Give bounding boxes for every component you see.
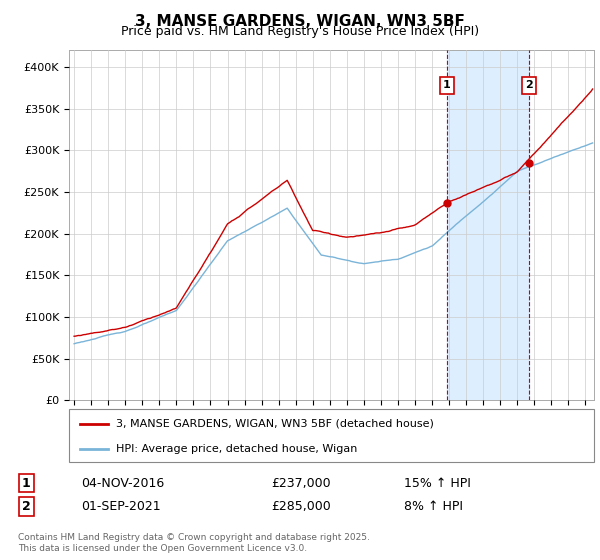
Text: 1: 1: [443, 81, 451, 90]
Text: Contains HM Land Registry data © Crown copyright and database right 2025.
This d: Contains HM Land Registry data © Crown c…: [18, 533, 370, 553]
Text: 8% ↑ HPI: 8% ↑ HPI: [404, 500, 463, 513]
Text: 04-NOV-2016: 04-NOV-2016: [81, 477, 164, 490]
Text: 15% ↑ HPI: 15% ↑ HPI: [404, 477, 470, 490]
Text: Price paid vs. HM Land Registry's House Price Index (HPI): Price paid vs. HM Land Registry's House …: [121, 25, 479, 38]
Text: 1: 1: [22, 477, 31, 490]
Text: £237,000: £237,000: [271, 477, 331, 490]
Bar: [446, 50, 529, 400]
Text: 01-SEP-2021: 01-SEP-2021: [81, 500, 161, 513]
Text: 2: 2: [22, 500, 31, 513]
Text: 2: 2: [525, 81, 533, 90]
Text: £285,000: £285,000: [271, 500, 331, 513]
Text: 3, MANSE GARDENS, WIGAN, WN3 5BF (detached house): 3, MANSE GARDENS, WIGAN, WN3 5BF (detach…: [116, 419, 434, 429]
Text: 3, MANSE GARDENS, WIGAN, WN3 5BF: 3, MANSE GARDENS, WIGAN, WN3 5BF: [135, 14, 465, 29]
Text: HPI: Average price, detached house, Wigan: HPI: Average price, detached house, Wiga…: [116, 444, 358, 454]
FancyBboxPatch shape: [69, 409, 594, 462]
